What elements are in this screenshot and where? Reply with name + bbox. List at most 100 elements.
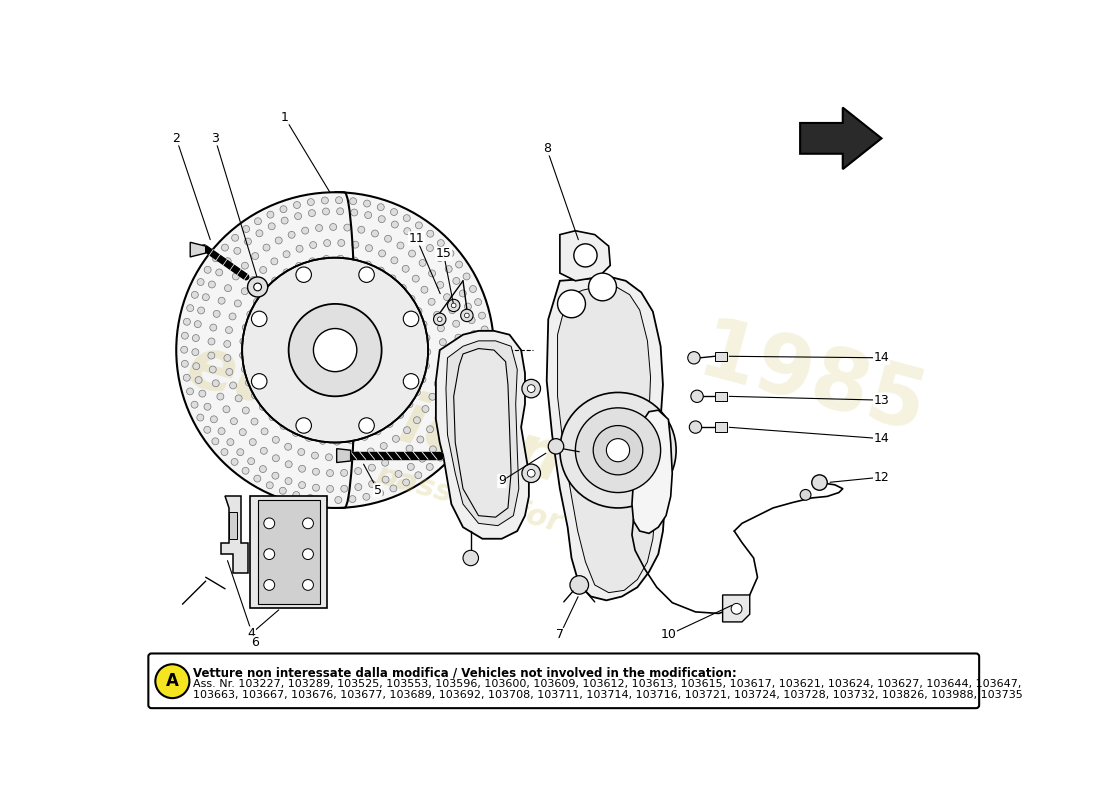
- Circle shape: [337, 255, 344, 262]
- Circle shape: [253, 298, 261, 306]
- Circle shape: [455, 412, 462, 419]
- Circle shape: [404, 426, 410, 434]
- Circle shape: [232, 234, 239, 242]
- Polygon shape: [221, 496, 249, 574]
- Circle shape: [250, 438, 256, 446]
- Circle shape: [226, 369, 233, 375]
- Text: 1: 1: [280, 111, 288, 124]
- Circle shape: [397, 242, 404, 249]
- Text: 5: 5: [374, 484, 382, 497]
- Circle shape: [372, 230, 378, 237]
- Circle shape: [221, 244, 229, 251]
- Circle shape: [434, 380, 441, 387]
- Circle shape: [187, 388, 194, 395]
- Circle shape: [437, 282, 443, 288]
- Circle shape: [392, 221, 398, 228]
- Circle shape: [260, 266, 266, 274]
- Text: A: A: [166, 672, 179, 690]
- Circle shape: [575, 408, 661, 493]
- Circle shape: [463, 550, 478, 566]
- Circle shape: [455, 334, 462, 341]
- Circle shape: [319, 438, 327, 444]
- Circle shape: [341, 470, 348, 476]
- Circle shape: [348, 437, 354, 444]
- Circle shape: [199, 390, 206, 397]
- Circle shape: [298, 466, 306, 472]
- Circle shape: [260, 403, 266, 410]
- Circle shape: [250, 277, 256, 283]
- Circle shape: [176, 192, 494, 508]
- Circle shape: [527, 385, 535, 393]
- Circle shape: [252, 392, 258, 398]
- Circle shape: [358, 226, 365, 234]
- Circle shape: [208, 338, 214, 345]
- Circle shape: [322, 208, 330, 215]
- Circle shape: [230, 382, 236, 389]
- Circle shape: [427, 230, 433, 237]
- Circle shape: [252, 311, 267, 326]
- Text: 9: 9: [498, 474, 506, 487]
- Text: Vetture non interessate dalla modifica / Vehicles not involved in the modificati: Vetture non interessate dalla modifica /…: [194, 666, 737, 679]
- Circle shape: [460, 290, 466, 297]
- Circle shape: [264, 518, 275, 529]
- Circle shape: [419, 455, 426, 462]
- Circle shape: [264, 579, 275, 590]
- Text: 6: 6: [252, 636, 260, 650]
- Circle shape: [434, 414, 442, 422]
- Circle shape: [223, 341, 231, 347]
- Circle shape: [218, 298, 226, 304]
- Circle shape: [481, 368, 488, 375]
- Circle shape: [376, 490, 384, 497]
- Circle shape: [271, 258, 278, 265]
- Circle shape: [558, 290, 585, 318]
- Circle shape: [365, 212, 372, 218]
- Circle shape: [428, 298, 436, 306]
- Circle shape: [351, 209, 358, 216]
- Circle shape: [296, 262, 303, 270]
- Circle shape: [192, 334, 199, 342]
- Circle shape: [447, 444, 453, 451]
- Text: 10: 10: [660, 629, 676, 642]
- Circle shape: [224, 354, 231, 362]
- Polygon shape: [547, 277, 664, 600]
- Circle shape: [527, 470, 535, 477]
- Circle shape: [252, 253, 258, 259]
- Circle shape: [212, 255, 219, 262]
- Circle shape: [469, 373, 476, 379]
- Circle shape: [404, 311, 419, 326]
- Circle shape: [463, 421, 470, 428]
- Circle shape: [478, 382, 485, 389]
- Circle shape: [294, 202, 300, 209]
- Circle shape: [395, 470, 402, 478]
- Circle shape: [251, 418, 258, 425]
- Circle shape: [288, 304, 382, 396]
- Circle shape: [419, 376, 426, 383]
- Circle shape: [421, 286, 428, 293]
- Circle shape: [327, 470, 333, 477]
- Circle shape: [548, 438, 563, 454]
- Polygon shape: [631, 410, 672, 534]
- Circle shape: [197, 278, 205, 286]
- Circle shape: [378, 216, 385, 222]
- Circle shape: [438, 366, 444, 374]
- Circle shape: [440, 353, 447, 360]
- Circle shape: [385, 235, 392, 242]
- Circle shape: [359, 267, 374, 282]
- Circle shape: [279, 487, 286, 494]
- Circle shape: [283, 250, 290, 258]
- Circle shape: [368, 481, 375, 487]
- Circle shape: [422, 406, 429, 413]
- Circle shape: [422, 362, 429, 370]
- Circle shape: [312, 468, 319, 475]
- Circle shape: [424, 334, 430, 342]
- Circle shape: [306, 434, 312, 442]
- Circle shape: [337, 208, 343, 214]
- Circle shape: [282, 217, 288, 224]
- Circle shape: [453, 320, 460, 327]
- Circle shape: [204, 403, 211, 410]
- Circle shape: [180, 346, 188, 354]
- Circle shape: [221, 449, 228, 455]
- Circle shape: [521, 464, 540, 482]
- Circle shape: [427, 245, 433, 251]
- Text: 4: 4: [248, 627, 255, 640]
